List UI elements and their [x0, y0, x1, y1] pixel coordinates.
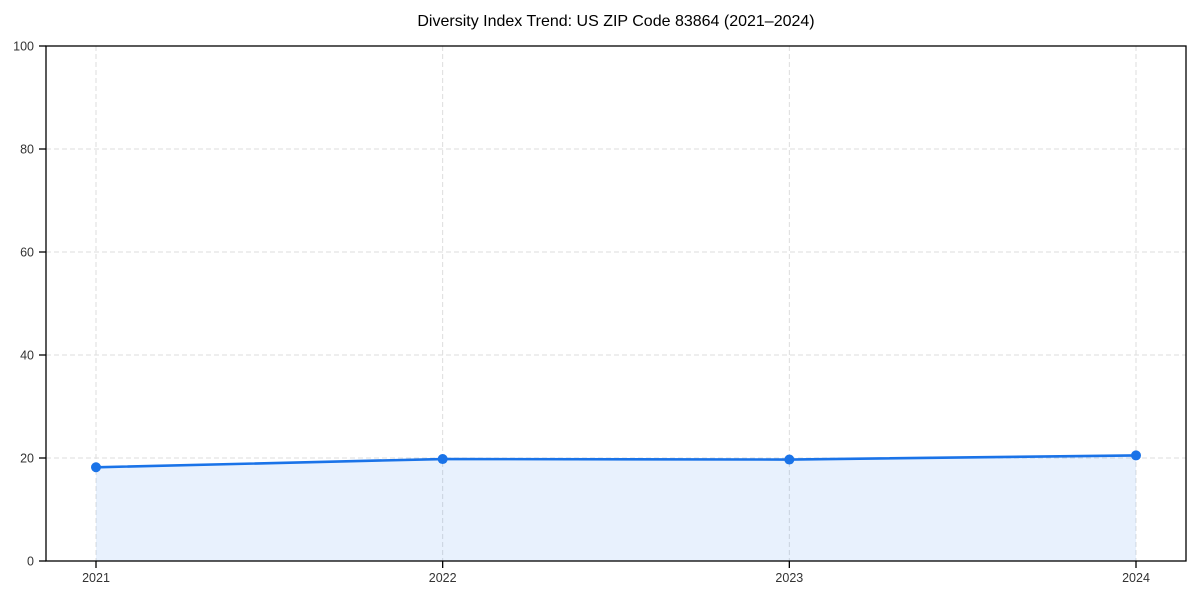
- y-axis-tick-label: 80: [20, 143, 34, 157]
- chart-title: Diversity Index Trend: US ZIP Code 83864…: [417, 13, 815, 30]
- y-axis-tick-label: 60: [20, 246, 34, 260]
- trend-line: [94, 454, 1138, 469]
- data-point-2021: [91, 462, 101, 473]
- y-axis-tick-label: 0: [27, 555, 34, 569]
- x-axis-tick-label: 2023: [775, 571, 803, 585]
- y-axis-tick-label: 40: [20, 349, 34, 363]
- plot-frame: [45, 45, 1187, 562]
- area-fill: [96, 455, 1136, 561]
- y-axis-tick-label: 20: [20, 452, 34, 466]
- x-axis-tick-label: 2024: [1122, 571, 1150, 585]
- data-point-2024: [1131, 450, 1141, 461]
- y-axis-tick-label: 100: [13, 40, 34, 54]
- data-point-2023: [784, 454, 795, 465]
- data-point-2022: [437, 454, 448, 465]
- x-axis-tick-label: 2021: [82, 571, 110, 585]
- x-axis-tick-label: 2022: [429, 571, 457, 585]
